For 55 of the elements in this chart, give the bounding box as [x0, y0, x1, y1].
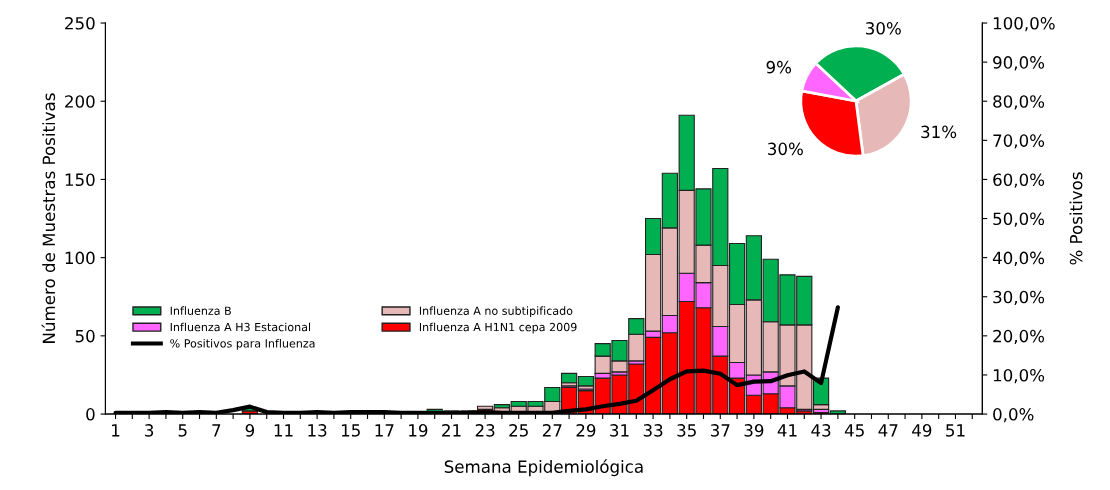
data-label: 9%: [766, 60, 792, 74]
y2-tick-label: 90,0%: [993, 56, 1045, 71]
x-tick-label: 43: [811, 424, 831, 437]
x-tick-label: 23: [475, 424, 495, 437]
x-tick-label: 21: [442, 424, 461, 437]
y2-tick-label: 50,0%: [993, 212, 1045, 227]
x-axis-title: Semana Epidemiológica: [444, 459, 643, 477]
y2-tick-label: 10,0%: [993, 368, 1045, 384]
x-tick-label: 9: [245, 424, 255, 437]
legend-label: Influenza A H1N1 cepa 2009: [419, 322, 577, 334]
y2-tick-label: 40,0%: [992, 251, 1045, 266]
y-tick-label: 250: [65, 16, 95, 30]
x-tick-label: 49: [912, 424, 932, 437]
x-tick-label: 1: [112, 424, 120, 437]
legend-label: Influenza B: [170, 306, 231, 315]
y2-tick-label: 100,0%: [993, 16, 1055, 32]
y-tick-label: 200: [65, 95, 95, 108]
x-tick-label: 37: [710, 424, 730, 437]
y2-tick-label: 30,0%: [993, 290, 1045, 306]
x-tick-label: 35: [677, 424, 696, 437]
y2-tick-label: 60,0%: [993, 173, 1045, 188]
y-tick-label: 0: [86, 408, 95, 421]
y-tick-label: 100: [65, 251, 95, 265]
y2-axis-title: % Positivos: [1069, 172, 1083, 265]
x-tick-label: 17: [375, 424, 394, 437]
x-tick-label: 25: [509, 424, 528, 437]
y-tick-label: 50: [75, 329, 95, 343]
y2-tick-label: 70,0%: [993, 134, 1045, 149]
x-tick-label: 47: [878, 424, 898, 437]
data-label: 31%: [921, 125, 957, 139]
x-tick-label: 3: [145, 424, 154, 437]
x-tick-label: 45: [844, 424, 864, 437]
y-tick-label: 150: [65, 173, 95, 187]
x-tick-label: 27: [542, 424, 562, 437]
legend-label: Influenza A H3 Estacional: [170, 322, 311, 332]
x-tick-label: 13: [308, 424, 327, 437]
x-tick-label: 39: [744, 424, 764, 437]
x-tick-label: 11: [274, 424, 293, 437]
x-tick-label: 33: [643, 424, 663, 437]
x-tick-label: 51: [946, 424, 965, 437]
x-tick-label: 31: [610, 424, 629, 437]
x-tick-label: 41: [777, 424, 797, 437]
x-tick-label: 15: [341, 424, 360, 437]
x-tick-label: 7: [212, 424, 221, 437]
x-tick-label: 29: [576, 424, 596, 437]
y2-tick-label: 0,0%: [993, 408, 1034, 423]
y2-tick-label: 20,0%: [993, 329, 1045, 345]
data-label: 30%: [866, 22, 901, 35]
y2-tick-label: 80,0%: [993, 95, 1045, 110]
data-label: 30%: [768, 142, 803, 156]
y-axis-title: Número de Muestras Positivas: [41, 93, 56, 343]
legend-label: Influenza A no subtipificado: [419, 306, 573, 318]
legend-label: % Positivos para Influenza: [170, 338, 315, 350]
x-tick-label: 5: [178, 424, 187, 437]
x-tick-label: 19: [409, 424, 428, 437]
